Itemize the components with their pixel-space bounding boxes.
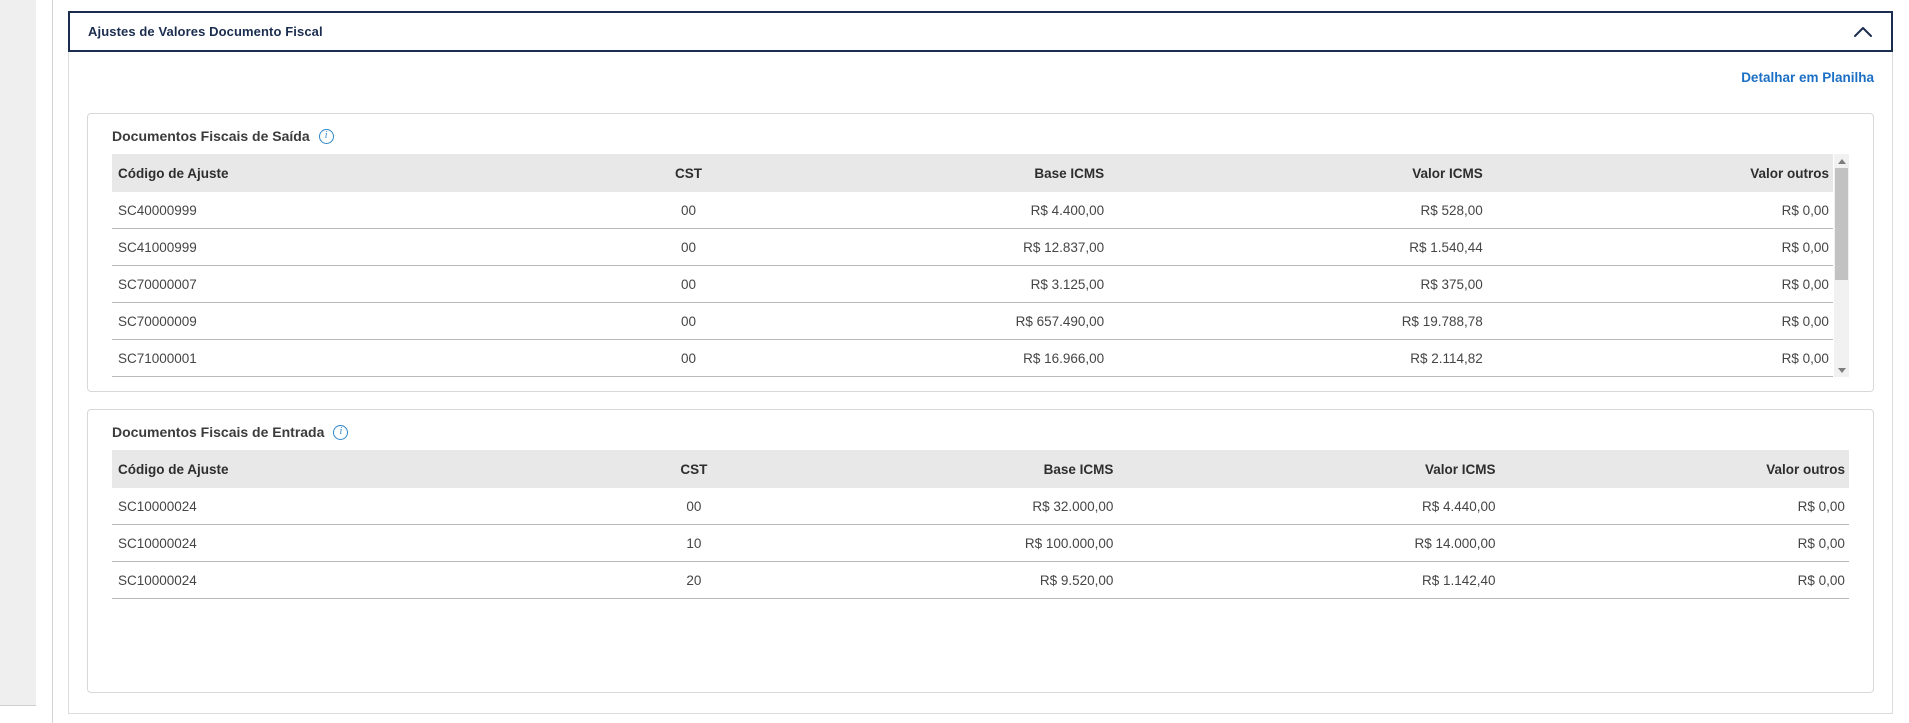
scrollbar-down-arrow-icon[interactable] xyxy=(1834,363,1849,377)
table-cell: 00 xyxy=(681,350,697,366)
saida-title: Documentos Fiscais de Saída xyxy=(112,128,310,144)
table-cell: R$ 1.540,44 xyxy=(1409,239,1483,255)
table-cell: 00 xyxy=(681,239,697,255)
saida-title-row: Documentos Fiscais de Saída xyxy=(112,128,1849,144)
table-row[interactable]: SC10000024 10 R$ 100.000,00 R$ 14.000,00 R$ … xyxy=(112,525,1849,562)
table-cell: R$ 1.142,40 xyxy=(1422,572,1496,588)
table-cell: R$ 2.114,82 xyxy=(1410,350,1483,366)
info-icon[interactable] xyxy=(318,128,334,144)
table-cell: SC10000024 xyxy=(118,572,197,588)
column-header: Base ICMS xyxy=(1043,461,1114,477)
table-cell: SC40000999 xyxy=(118,202,197,218)
link-row: Detalhar em Planilha xyxy=(87,52,1874,88)
info-icon[interactable] xyxy=(333,424,349,440)
accordion-header[interactable]: Ajustes de Valores Documento Fiscal xyxy=(68,11,1893,52)
table-cell: R$ 0,00 xyxy=(1781,313,1829,329)
table-cell: R$ 0,00 xyxy=(1797,572,1845,588)
table-row[interactable]: SC70000007 00 R$ 3.125,00 R$ 375,00 R$ 0,00 xyxy=(112,266,1833,303)
table-cell: R$ 16.966,00 xyxy=(1023,350,1105,366)
table-row[interactable]: SC40000999 00 R$ 4.400,00 R$ 528,00 R$ 0,00 xyxy=(112,192,1833,229)
accordion-title: Ajustes de Valores Documento Fiscal xyxy=(88,24,323,39)
table-cell: 00 xyxy=(686,498,702,514)
table-cell: R$ 657.490,00 xyxy=(1015,313,1105,329)
table-row[interactable]: SC10000024 00 R$ 32.000,00 R$ 4.440,00 R$ 0,… xyxy=(112,488,1849,525)
table-cell: 00 xyxy=(681,202,697,218)
table-cell: 20 xyxy=(686,572,702,588)
table-cell: R$ 100.000,00 xyxy=(1024,535,1114,551)
table-cell: R$ 0,00 xyxy=(1797,498,1845,514)
table-cell: R$ 12.837,00 xyxy=(1023,239,1105,255)
accordion-body: Detalhar em Planilha Documentos Fiscais … xyxy=(68,52,1893,714)
table-cell: R$ 3.125,00 xyxy=(1030,276,1105,292)
table-cell: R$ 375,00 xyxy=(1420,276,1483,292)
column-header: Valor outros xyxy=(1766,461,1845,477)
column-header: Base ICMS xyxy=(1034,165,1105,181)
table-cell: SC10000024 xyxy=(118,535,197,551)
entrada-title-row: Documentos Fiscais de Entrada xyxy=(112,424,1849,440)
table-header-row: Código de Ajuste CST Base ICMS Valor ICMS Va… xyxy=(112,154,1833,192)
vertical-divider xyxy=(52,0,53,723)
table-cell: R$ 4.400,00 xyxy=(1030,202,1105,218)
table-row[interactable]: SC10000024 20 R$ 9.520,00 R$ 1.142,40 R$ 0,0… xyxy=(112,562,1849,599)
entrada-card: Documentos Fiscais de Entrada Código de … xyxy=(87,409,1874,693)
column-header: Valor ICMS xyxy=(1412,165,1483,181)
table-cell: 00 xyxy=(681,313,697,329)
column-header: CST xyxy=(680,461,708,477)
table-cell: 10 xyxy=(686,535,702,551)
column-header: Valor ICMS xyxy=(1425,461,1496,477)
chevron-up-icon[interactable] xyxy=(1851,22,1875,42)
table-cell: R$ 19.788,78 xyxy=(1401,313,1483,329)
entrada-table-region: Código de Ajuste CST Base ICMS Valor ICMS Va… xyxy=(112,450,1849,599)
scrollbar-thumb[interactable] xyxy=(1835,168,1848,280)
table-cell: R$ 9.520,00 xyxy=(1039,572,1114,588)
table-cell: SC70000007 xyxy=(118,276,197,292)
saida-card: Documentos Fiscais de Saída Código de Aj… xyxy=(87,113,1874,392)
table-row[interactable]: SC70000009 00 R$ 657.490,00 R$ 19.788,78 R$ … xyxy=(112,303,1833,340)
table-cell: R$ 0,00 xyxy=(1781,202,1829,218)
vertical-scrollbar[interactable] xyxy=(1834,154,1849,377)
column-header: Valor outros xyxy=(1750,165,1829,181)
table-header-row: Código de Ajuste CST Base ICMS Valor ICMS Va… xyxy=(112,450,1849,488)
column-header: Código de Ajuste xyxy=(118,165,229,181)
table-cell: R$ 4.440,00 xyxy=(1422,498,1496,514)
table-cell: R$ 0,00 xyxy=(1781,350,1829,366)
saida-table-region: Código de Ajuste CST Base ICMS Valor ICMS Va… xyxy=(112,154,1849,377)
table-cell: SC70000009 xyxy=(118,313,197,329)
table-row[interactable]: SC41000999 00 R$ 12.837,00 R$ 1.540,44 R$ 0,… xyxy=(112,229,1833,266)
column-header: CST xyxy=(675,165,703,181)
fiscal-adjustments-panel: Ajustes de Valores Documento Fiscal Deta… xyxy=(68,11,1893,714)
table-cell: R$ 14.000,00 xyxy=(1414,535,1496,551)
table-row[interactable]: SC71000001 00 R$ 16.966,00 R$ 2.114,82 R$ 0,… xyxy=(112,340,1833,377)
saida-table: Código de Ajuste CST Base ICMS Valor ICMS Va… xyxy=(112,154,1833,377)
table-cell: SC41000999 xyxy=(118,239,197,255)
table-cell: R$ 528,00 xyxy=(1420,202,1483,218)
table-cell: SC71000001 xyxy=(118,350,197,366)
column-header: Código de Ajuste xyxy=(118,461,229,477)
left-sidebar-strip xyxy=(0,0,36,706)
entrada-table: Código de Ajuste CST Base ICMS Valor ICMS Va… xyxy=(112,450,1849,599)
table-cell: R$ 32.000,00 xyxy=(1032,498,1114,514)
table-cell: R$ 0,00 xyxy=(1797,535,1845,551)
table-cell: R$ 0,00 xyxy=(1781,239,1829,255)
table-cell: 00 xyxy=(681,276,697,292)
table-cell: R$ 0,00 xyxy=(1781,276,1829,292)
detalhar-em-planilha-link[interactable]: Detalhar em Planilha xyxy=(1741,70,1874,85)
scrollbar-up-arrow-icon[interactable] xyxy=(1834,154,1849,168)
table-cell: SC10000024 xyxy=(118,498,197,514)
entrada-title: Documentos Fiscais de Entrada xyxy=(112,424,325,440)
